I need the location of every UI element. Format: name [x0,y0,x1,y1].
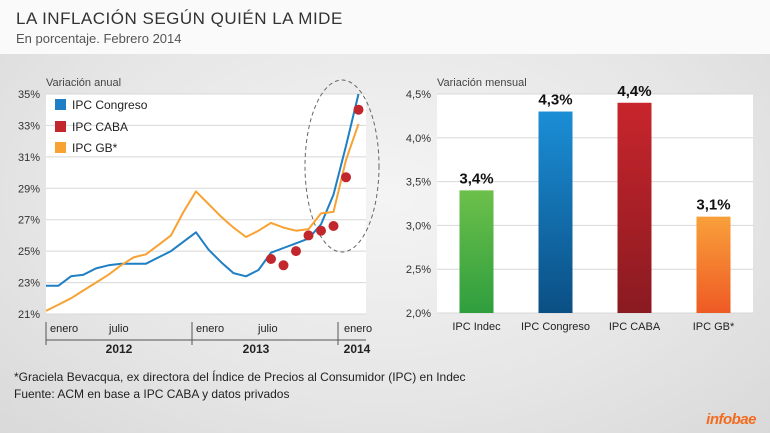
bar-category-label: IPC CABA [609,321,661,333]
bar [459,190,494,313]
y-tick-label: 3,5% [406,177,431,189]
y-tick-label: 3,0% [406,220,431,232]
legend-label-gb: IPC GB* [72,141,118,155]
bar-category-label: IPC Congreso [521,321,590,333]
line-chart-title: Variación anual [46,77,121,89]
year-label: 2012 [106,342,133,356]
bar-value-label: 4,3% [538,92,572,109]
caba-marker [278,260,289,271]
legend-swatch-gb [55,142,66,153]
y-tick-label: 21% [18,309,40,321]
bar-value-label: 4,4% [617,83,651,100]
bar [538,111,573,314]
y-tick-label: 29% [18,183,40,195]
bar-chart-y-ticks: 2,0% 2,5% 3,0% 3,5% 4,0% 4,5% [406,89,431,320]
caba-marker [328,221,339,231]
y-tick-label: 2,0% [406,308,431,320]
month-label: enero [50,323,78,335]
bar [696,216,731,313]
bar-chart-bars: 3,4% IPC Indec 4,3% IPC Congreso 4,4% IPC CAB… [452,83,735,333]
line-chart-plot-area [46,94,366,314]
page-title: LA INFLACIÓN SEGÚN QUIÉN LA MIDE [16,9,343,28]
line-chart-markers [266,104,364,271]
caba-marker [291,246,301,257]
caba-marker [316,225,326,236]
caba-marker [266,254,276,264]
line-chart-legend: IPC Congreso IPC CABA IPC GB* [55,98,148,155]
bar-value-label: 3,4% [459,170,493,187]
caba-marker [353,104,364,115]
bar-category-label: IPC GB* [693,321,735,333]
caba-marker [341,172,351,183]
y-tick-label: 23% [18,278,40,290]
source-note: Fuente: ACM en base a IPC CABA y datos p… [14,387,290,401]
legend-label-congreso: IPC Congreso [72,98,148,112]
bar [617,102,652,313]
bar-category-label: IPC Indec [452,321,501,333]
page-subtitle: En porcentaje. Febrero 2014 [16,31,182,46]
brand-logo: infobae [706,411,756,428]
y-tick-label: 35% [18,89,40,101]
y-tick-label: 27% [18,215,40,227]
month-label: julio [257,323,278,335]
y-tick-label: 25% [18,246,40,258]
highlight-ellipse [304,79,380,253]
line-chart-x-axis: enero julio enero julio enero 2012 2013 … [45,322,372,356]
caba-marker [303,230,314,241]
legend-label-caba: IPC CABA [72,120,128,134]
bar-chart-title: Variación mensual [437,77,527,89]
month-label: julio [108,323,129,335]
year-label: 2014 [344,342,371,356]
legend-swatch-congreso [55,99,66,110]
y-tick-label: 4,5% [406,89,431,101]
y-tick-label: 2,5% [406,264,431,276]
y-tick-label: 31% [18,152,40,164]
legend-swatch-caba [55,121,66,132]
header: LA INFLACIÓN SEGÚN QUIÉN LA MIDE En porc… [0,0,770,54]
y-tick-label: 4,0% [406,133,431,145]
line-chart-grid [46,93,366,315]
year-label: 2013 [243,342,270,356]
bar-value-label: 3,1% [696,197,730,214]
footnote: *Graciela Bevacqua, ex directora del Índ… [14,370,466,384]
series-line-ipc-gb [45,123,360,312]
month-label: enero [344,323,372,335]
line-chart-y-ticks: 21% 23% 25% 27% 29% 31% 33% 35% [18,89,40,321]
month-label: enero [196,323,224,335]
y-tick-label: 33% [18,120,40,132]
